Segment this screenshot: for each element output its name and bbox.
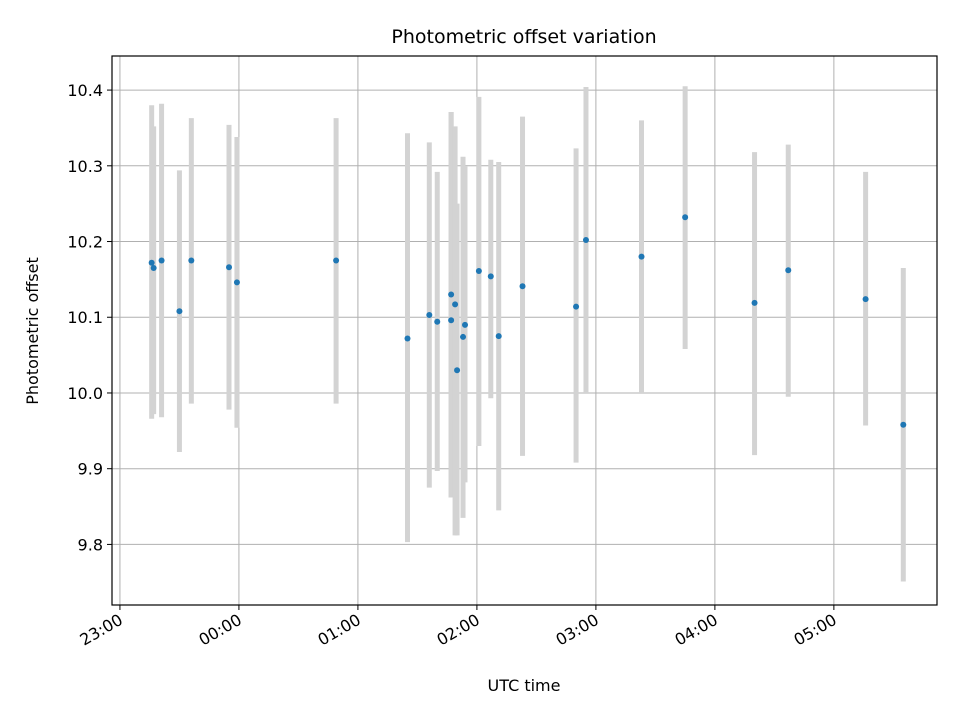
data-point	[158, 257, 165, 264]
data-point	[448, 291, 455, 298]
y-tick-label: 10.3	[67, 157, 103, 176]
x-tick-label: 02:00	[433, 610, 482, 650]
data-point	[487, 273, 494, 280]
data-point	[150, 265, 157, 272]
data-point	[333, 257, 340, 264]
data-point	[573, 303, 580, 310]
chart-title: Photometric offset variation	[391, 26, 656, 48]
y-tick-label: 10.4	[67, 81, 103, 100]
plot-frame	[111, 55, 938, 606]
x-tick-label: 00:00	[195, 610, 244, 650]
y-tick-label: 10.1	[67, 308, 103, 327]
data-point	[682, 214, 689, 221]
x-tick-label: 05:00	[790, 610, 839, 650]
data-point	[176, 308, 183, 315]
x-axis-ticks: 23:00 00:00 01:00 02:00 03:00 04:00 05:00	[77, 605, 840, 650]
y-tick-label: 9.8	[78, 535, 103, 554]
data-point	[226, 264, 233, 271]
x-tick-label: 03:00	[552, 610, 601, 650]
y-axis-ticks: 9.8 9.9 10.0 10.1 10.2 10.3 10.4	[67, 81, 112, 554]
data-point	[426, 311, 433, 318]
data-point	[448, 317, 455, 324]
data-point	[900, 421, 907, 428]
data-point	[404, 335, 411, 342]
data-point	[475, 268, 482, 275]
data-point	[434, 318, 441, 325]
data-point	[751, 299, 758, 306]
data-point	[785, 267, 792, 274]
y-tick-label: 10.0	[67, 384, 103, 403]
data-point	[638, 253, 645, 260]
data-point	[188, 257, 195, 264]
data-point	[454, 367, 461, 374]
data-point	[148, 259, 155, 266]
data-point	[462, 321, 469, 328]
y-tick-label: 9.9	[78, 460, 103, 479]
x-axis-title: UTC time	[488, 676, 561, 695]
x-tick-label: 23:00	[77, 610, 126, 650]
x-tick-label: 01:00	[314, 610, 363, 650]
data-point	[519, 283, 526, 290]
data-points	[148, 214, 907, 428]
y-axis-title: Photometric offset	[23, 257, 42, 405]
data-point	[582, 237, 589, 244]
data-point	[460, 333, 467, 340]
data-point	[452, 301, 459, 308]
error-bars	[149, 86, 906, 582]
x-tick-label: 04:00	[671, 610, 720, 650]
data-point	[862, 296, 869, 303]
data-point	[233, 279, 240, 286]
y-tick-label: 10.2	[67, 233, 103, 252]
data-point	[495, 333, 502, 340]
